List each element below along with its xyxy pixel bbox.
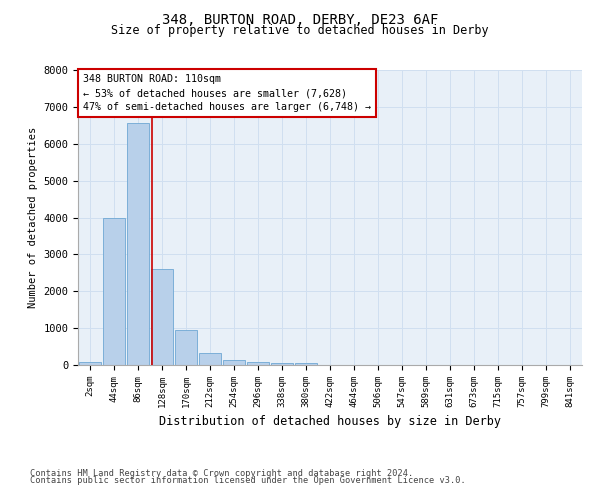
Bar [79,362,101,365]
Text: Size of property relative to detached houses in Derby: Size of property relative to detached ho… [111,24,489,37]
Text: 348 BURTON ROAD: 110sqm
← 53% of detached houses are smaller (7,628)
47% of semi: 348 BURTON ROAD: 110sqm ← 53% of detache… [83,74,371,112]
Bar [151,269,173,365]
Bar [223,360,245,365]
Bar [247,362,269,365]
Text: Contains public sector information licensed under the Open Government Licence v3: Contains public sector information licen… [30,476,466,485]
Bar [127,123,149,365]
X-axis label: Distribution of detached houses by size in Derby: Distribution of detached houses by size … [159,416,501,428]
Bar [271,363,293,365]
Bar [199,353,221,365]
Bar [103,218,125,365]
Bar [295,363,317,365]
Text: Contains HM Land Registry data © Crown copyright and database right 2024.: Contains HM Land Registry data © Crown c… [30,468,413,477]
Y-axis label: Number of detached properties: Number of detached properties [28,127,38,308]
Bar [175,330,197,365]
Text: 348, BURTON ROAD, DERBY, DE23 6AF: 348, BURTON ROAD, DERBY, DE23 6AF [162,12,438,26]
